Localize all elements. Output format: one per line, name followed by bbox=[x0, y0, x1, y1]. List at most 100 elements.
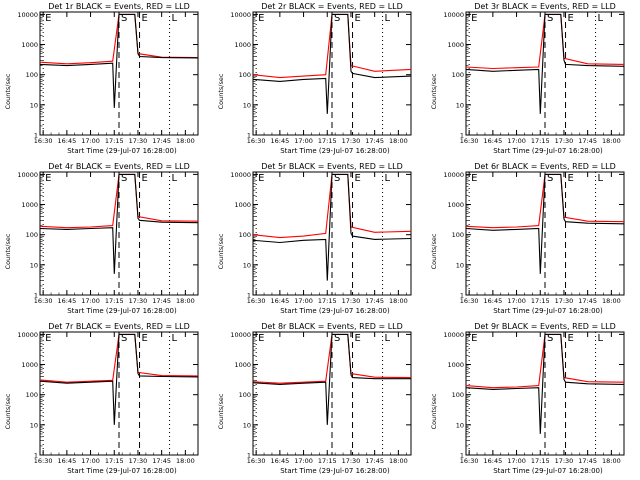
y-axis-label: Counts/sec bbox=[430, 233, 438, 269]
x-tick-label: 18:00 bbox=[176, 297, 195, 305]
y-tick-label: 10 bbox=[243, 261, 251, 269]
x-axis-label: Start Time (29-Jul-07 16:28:00) bbox=[280, 147, 390, 155]
y-tick-label: 10000 bbox=[443, 171, 464, 179]
event-marker-label: E bbox=[568, 333, 574, 344]
x-tick-label: 16:45 bbox=[57, 457, 76, 465]
detector-panel-6: Det 6r BLACK = Events, RED = LLD Counts/s… bbox=[430, 162, 625, 315]
y-tick-label: 1000 bbox=[21, 361, 38, 369]
panel-title: Det 1r BLACK = Events, RED = LLD bbox=[48, 2, 190, 11]
panel-title: Det 2r BLACK = Events, RED = LLD bbox=[261, 2, 403, 11]
x-tick-label: 17:30 bbox=[555, 297, 574, 305]
x-tick-label: 17:30 bbox=[129, 297, 148, 305]
y-tick-label: 1000 bbox=[447, 201, 464, 209]
y-tick-label: 10 bbox=[30, 261, 38, 269]
x-tick-label: 18:00 bbox=[389, 297, 408, 305]
y-tick-label: 100 bbox=[26, 231, 38, 239]
event-marker-label: S bbox=[121, 13, 127, 24]
event-marker-label: L bbox=[385, 173, 391, 184]
event-marker-label: L bbox=[172, 13, 178, 24]
event-marker-label: E bbox=[45, 173, 51, 184]
x-tick-label: 17:00 bbox=[294, 457, 313, 465]
event-marker-label: S bbox=[121, 333, 127, 344]
x-axis-label: Start Time (29-Jul-07 16:28:00) bbox=[280, 467, 390, 475]
y-tick-label: 10 bbox=[456, 421, 464, 429]
x-axis-label: Start Time (29-Jul-07 16:28:00) bbox=[493, 147, 603, 155]
x-tick-label: 18:00 bbox=[602, 457, 621, 465]
detector-panel-3: Det 3r BLACK = Events, RED = LLD Counts/s… bbox=[430, 2, 625, 155]
x-tick-label: 17:00 bbox=[507, 297, 526, 305]
y-axis-label: Counts/sec bbox=[4, 233, 12, 269]
detector-panel-9: Det 9r BLACK = Events, RED = LLD Counts/s… bbox=[430, 322, 625, 475]
x-tick-label: 16:30 bbox=[34, 457, 53, 465]
y-tick-label: 10 bbox=[456, 261, 464, 269]
x-tick-label: 17:45 bbox=[152, 297, 171, 305]
y-axis-label: Counts/sec bbox=[217, 393, 225, 429]
event-marker-label: E bbox=[568, 13, 574, 24]
x-tick-label: 17:15 bbox=[318, 137, 337, 145]
x-tick-label: 17:45 bbox=[578, 457, 597, 465]
series-line-events bbox=[253, 333, 411, 425]
y-tick-label: 1000 bbox=[21, 201, 38, 209]
y-tick-label: 10 bbox=[30, 421, 38, 429]
y-tick-label: 1 bbox=[460, 292, 464, 300]
y-tick-label: 10000 bbox=[443, 11, 464, 19]
event-marker-label: L bbox=[598, 333, 604, 344]
x-tick-label: 17:15 bbox=[105, 297, 124, 305]
y-tick-label: 1000 bbox=[447, 41, 464, 49]
x-tick-label: 17:45 bbox=[365, 457, 384, 465]
y-tick-label: 10000 bbox=[17, 171, 38, 179]
y-tick-label: 100 bbox=[26, 391, 38, 399]
x-tick-label: 16:45 bbox=[57, 137, 76, 145]
series-line-events bbox=[466, 333, 624, 434]
x-tick-label: 16:45 bbox=[270, 457, 289, 465]
x-tick-label: 16:30 bbox=[34, 297, 53, 305]
detector-panel-4: Det 4r BLACK = Events, RED = LLD Counts/s… bbox=[4, 162, 199, 315]
y-tick-label: 1000 bbox=[21, 41, 38, 49]
x-axis-label: Start Time (29-Jul-07 16:28:00) bbox=[493, 467, 603, 475]
event-marker-label: S bbox=[547, 333, 553, 344]
x-tick-label: 16:30 bbox=[34, 137, 53, 145]
x-tick-label: 16:30 bbox=[460, 137, 479, 145]
y-tick-label: 1000 bbox=[447, 361, 464, 369]
event-marker-label: E bbox=[355, 173, 361, 184]
x-tick-label: 16:45 bbox=[57, 297, 76, 305]
series-line-events bbox=[40, 13, 198, 108]
panel-title: Det 6r BLACK = Events, RED = LLD bbox=[474, 162, 616, 171]
x-tick-label: 17:15 bbox=[531, 297, 550, 305]
panel-title: Det 3r BLACK = Events, RED = LLD bbox=[474, 2, 616, 11]
detector-panel-8: Det 8r BLACK = Events, RED = LLD Counts/s… bbox=[217, 322, 412, 475]
panel-title: Det 8r BLACK = Events, RED = LLD bbox=[261, 322, 403, 331]
y-tick-label: 100 bbox=[452, 231, 464, 239]
x-axis-label: Start Time (29-Jul-07 16:28:00) bbox=[67, 307, 177, 315]
y-tick-label: 1 bbox=[247, 132, 251, 140]
event-marker-label: L bbox=[385, 333, 391, 344]
y-tick-label: 10 bbox=[30, 101, 38, 109]
event-marker-label: L bbox=[172, 333, 178, 344]
x-tick-label: 17:45 bbox=[152, 457, 171, 465]
y-tick-label: 100 bbox=[239, 71, 251, 79]
event-marker-label: L bbox=[172, 173, 178, 184]
x-tick-label: 17:30 bbox=[342, 457, 361, 465]
x-tick-label: 16:45 bbox=[483, 457, 502, 465]
event-marker-label: E bbox=[142, 333, 148, 344]
panel-title: Det 7r BLACK = Events, RED = LLD bbox=[48, 322, 190, 331]
y-axis-label: Counts/sec bbox=[430, 73, 438, 109]
x-tick-label: 17:00 bbox=[294, 297, 313, 305]
y-tick-label: 100 bbox=[452, 71, 464, 79]
x-tick-label: 17:15 bbox=[105, 137, 124, 145]
x-axis-label: Start Time (29-Jul-07 16:28:00) bbox=[280, 307, 390, 315]
x-tick-label: 16:45 bbox=[483, 297, 502, 305]
x-tick-label: 17:00 bbox=[81, 297, 100, 305]
series-line-events bbox=[40, 173, 198, 274]
event-marker-label: E bbox=[258, 173, 264, 184]
y-tick-label: 10 bbox=[456, 101, 464, 109]
event-marker-label: S bbox=[547, 13, 553, 24]
y-tick-label: 10 bbox=[243, 421, 251, 429]
x-tick-label: 16:30 bbox=[247, 457, 266, 465]
event-marker-label: E bbox=[471, 333, 477, 344]
y-tick-label: 1000 bbox=[234, 41, 251, 49]
x-tick-label: 17:45 bbox=[578, 297, 597, 305]
event-marker-label: E bbox=[45, 13, 51, 24]
y-axis-label: Counts/sec bbox=[4, 73, 12, 109]
